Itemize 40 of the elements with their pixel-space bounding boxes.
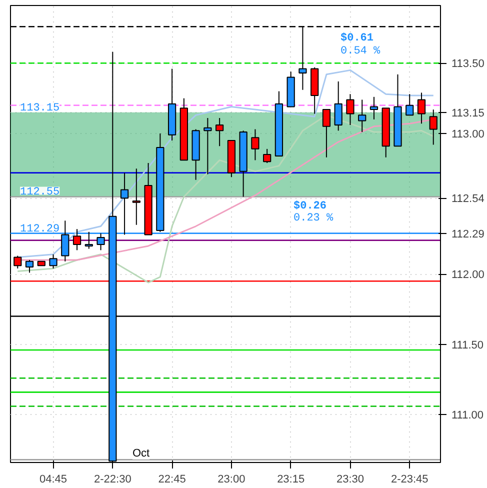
candlestick — [429, 109, 438, 146]
candlestick — [417, 92, 426, 124]
candlestick — [204, 117, 212, 175]
x-tick-label: 23:15 — [277, 474, 305, 486]
y-tick-label: 111.50 — [452, 339, 484, 352]
candlestick — [49, 254, 58, 269]
annotation: 112.55 — [20, 186, 60, 199]
annotation: 112.29 — [20, 223, 60, 236]
y-tick-label: 112.54 — [452, 193, 484, 206]
y-tick-label: 111.00 — [452, 410, 484, 422]
candlestick — [251, 128, 260, 161]
annotation: 0.23 % — [294, 212, 334, 224]
x-tick-label: 2-22:30 — [94, 474, 132, 486]
candlestick — [334, 80, 342, 132]
candlestick — [346, 94, 354, 126]
candlestick — [358, 99, 366, 133]
candlestick — [25, 260, 34, 274]
candlestick — [370, 96, 378, 120]
annotation: 113.15 — [20, 102, 60, 114]
x-tick-label: 04:45 — [40, 474, 68, 486]
candlestick — [406, 94, 414, 116]
y-tick-label: 113.00 — [452, 128, 484, 140]
candlestick — [322, 109, 331, 158]
x-tick-label: 23:30 — [336, 474, 364, 486]
candlestick — [263, 148, 272, 164]
candlestick — [215, 117, 224, 147]
candlestick — [14, 255, 22, 269]
x-tick-label: 22:45 — [158, 474, 186, 486]
x-tick-label: 2-23:45 — [390, 474, 428, 486]
annotation: 0.54 % — [340, 46, 381, 58]
y-tick-label: 113.15 — [452, 107, 484, 120]
annotation: $0.61 — [340, 32, 374, 44]
y-tick-label: 113.50 — [452, 58, 484, 70]
candlestick — [72, 228, 82, 251]
candlestick — [132, 168, 140, 226]
y-tick-label: 112.00 — [452, 269, 484, 282]
annotation: $0.26 — [294, 200, 327, 212]
y-tick-label: 112.29 — [452, 228, 484, 240]
x-tick-label: 23:00 — [218, 474, 246, 486]
annotation: Oct — [132, 448, 150, 460]
